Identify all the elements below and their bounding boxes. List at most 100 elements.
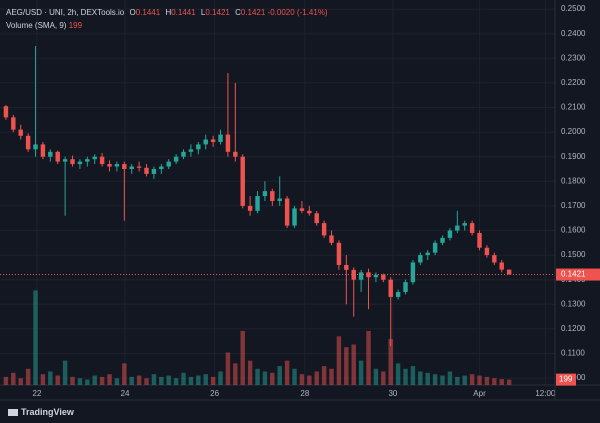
volume-bar <box>388 339 393 385</box>
y-tick-label: 0.2200 <box>561 78 586 87</box>
candle-body <box>136 166 142 168</box>
candle-body <box>240 156 245 206</box>
candle-body <box>314 213 319 224</box>
candle-body <box>151 169 157 174</box>
candle-body <box>99 156 105 165</box>
candle-body <box>62 159 68 162</box>
high-key: H <box>165 8 172 17</box>
candle-body <box>292 208 297 226</box>
x-tick-label: 26 <box>210 389 219 398</box>
volume-header: Volume (SMA, 9) 199 <box>6 21 82 30</box>
candle-body <box>144 167 149 174</box>
candle-body <box>277 198 282 201</box>
volume-bar <box>188 376 194 385</box>
candle-body <box>506 269 512 275</box>
volume-tag <box>556 373 576 386</box>
volume-bar <box>432 374 438 385</box>
y-tick-label: 0.2000 <box>561 127 586 136</box>
volume-bar <box>247 360 253 385</box>
volume-bar <box>499 379 504 385</box>
volume-bar <box>144 378 149 385</box>
candle-body <box>3 106 9 118</box>
volume-bar <box>159 376 164 385</box>
y-tick-label: 0.1900 <box>561 152 586 161</box>
candle-body <box>92 156 97 160</box>
volume-bar <box>173 378 179 385</box>
volume-bar <box>351 344 356 385</box>
volume-bar <box>373 368 379 385</box>
volume-bar <box>455 376 460 385</box>
candle-body <box>395 292 401 297</box>
x-tick-label: 30 <box>388 389 397 398</box>
y-tick-label: 0.2400 <box>561 29 586 38</box>
candle-body <box>40 144 46 157</box>
volume-bar <box>418 371 423 385</box>
symbol-title: AEG/USD · UNI, 2h, DEXTools.io <box>6 8 125 17</box>
candle-body <box>159 166 164 170</box>
volume-bar <box>403 368 408 385</box>
volume-bar <box>25 368 31 385</box>
candle-body <box>196 144 201 150</box>
candle-body <box>307 210 312 214</box>
volume-bar <box>381 371 386 385</box>
candle-body <box>344 264 349 270</box>
volume-bar <box>440 375 445 385</box>
candle-body <box>484 247 490 256</box>
volume-bar <box>307 375 312 385</box>
low-key: L <box>200 8 206 17</box>
volume-bar <box>196 375 201 385</box>
y-tick-label: 0.1200 <box>561 324 586 333</box>
candle-body <box>55 151 60 162</box>
volume-bar <box>122 363 127 385</box>
y-tick-label: 0.1300 <box>561 299 586 308</box>
candle-body <box>203 139 208 145</box>
candle-body <box>11 117 16 130</box>
candle-body <box>477 232 482 248</box>
volume-bar <box>136 375 142 385</box>
y-tick-label: 0.2100 <box>561 103 586 112</box>
candle-body <box>336 242 342 265</box>
brand-logo <box>8 409 18 417</box>
open-value: 0.1441 <box>135 8 161 17</box>
y-tick-label: 0.1600 <box>561 226 586 235</box>
volume-bar <box>18 378 23 385</box>
volume-bar <box>40 374 46 385</box>
volume-bar <box>55 375 60 385</box>
volume-bar <box>99 376 105 385</box>
volume-bar <box>77 378 83 385</box>
volume-bar <box>277 366 282 385</box>
candle-body <box>188 149 194 152</box>
volume-bar <box>425 372 430 385</box>
volume-bar <box>262 371 268 385</box>
candle-body <box>299 208 305 211</box>
candle-body <box>218 134 223 142</box>
brand-text: TradingView <box>21 407 74 417</box>
volume-bar <box>292 368 297 385</box>
low-value: 0.1421 <box>205 8 230 17</box>
volume-bar <box>166 375 171 385</box>
volume-bar <box>462 375 467 385</box>
candle-body <box>225 134 231 152</box>
candle-body <box>33 144 38 150</box>
change: -0.0020 (-1.41%) <box>267 8 328 17</box>
volume-bar <box>447 371 453 385</box>
y-tick-label: 0.1500 <box>561 250 586 259</box>
candle-body <box>262 191 268 197</box>
candle-body <box>440 237 445 243</box>
candle-body <box>129 166 134 170</box>
candle-body <box>166 161 171 167</box>
price-tag <box>556 268 600 281</box>
volume-bar <box>270 372 275 385</box>
volume-bar <box>129 376 134 385</box>
y-tick-label: 0.2500 <box>561 4 586 13</box>
volume-bar <box>506 379 512 385</box>
volume-bar <box>11 372 16 385</box>
candle-body <box>85 159 90 162</box>
y-tick-label: 0.2300 <box>561 53 586 62</box>
volume-bar <box>299 374 305 385</box>
candle-body <box>329 235 334 243</box>
volume-sma: 199 <box>68 21 83 30</box>
candle-body <box>173 156 179 162</box>
volume-bar <box>240 330 245 385</box>
y-tick-label: 0.1100 <box>561 349 585 358</box>
